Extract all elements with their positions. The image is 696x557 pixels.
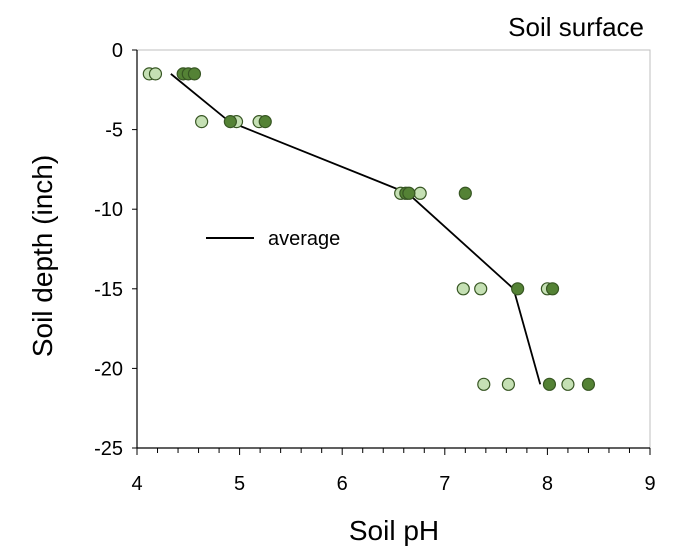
legend-average-label: average xyxy=(268,228,340,250)
soil-surface-annotation: Soil surface xyxy=(508,12,644,42)
dark-point xyxy=(223,115,237,129)
y-tick-label: -10 xyxy=(94,199,123,221)
x-tick-label: 7 xyxy=(439,473,450,495)
x-tick-label: 9 xyxy=(644,473,655,495)
x-tick-label: 8 xyxy=(542,473,553,495)
light-point xyxy=(561,377,575,391)
y-tick-label: -15 xyxy=(94,279,123,301)
dark-point xyxy=(542,377,557,391)
dark-point xyxy=(511,282,525,296)
x-tick-label: 5 xyxy=(234,473,245,495)
light-point xyxy=(456,282,470,296)
dark-point xyxy=(545,282,560,296)
y-tick-label: -20 xyxy=(94,358,123,380)
x-tick-label: 6 xyxy=(337,473,348,495)
light-point xyxy=(148,67,163,81)
dark-point xyxy=(581,377,596,391)
y-tick-label: 0 xyxy=(112,40,123,62)
light-point xyxy=(477,377,491,391)
dark-point xyxy=(402,186,416,200)
y-axis-title: Soil depth (inch) xyxy=(27,155,58,357)
x-axis-title: Soil pH xyxy=(349,515,439,546)
light-point xyxy=(474,282,488,296)
dark-point xyxy=(187,67,202,81)
dark-point xyxy=(458,186,472,200)
y-tick-label: -5 xyxy=(105,120,123,142)
y-tick-label: -25 xyxy=(94,438,123,460)
x-tick-label: 4 xyxy=(131,473,142,495)
dark-point xyxy=(258,115,272,129)
light-point xyxy=(413,186,427,200)
axes: 0 -5 -10 -15 -20 -25 4 5 6 7 8 9 xyxy=(94,40,655,495)
points-layer xyxy=(142,67,596,391)
light-point xyxy=(195,115,209,129)
light-point xyxy=(501,377,516,391)
